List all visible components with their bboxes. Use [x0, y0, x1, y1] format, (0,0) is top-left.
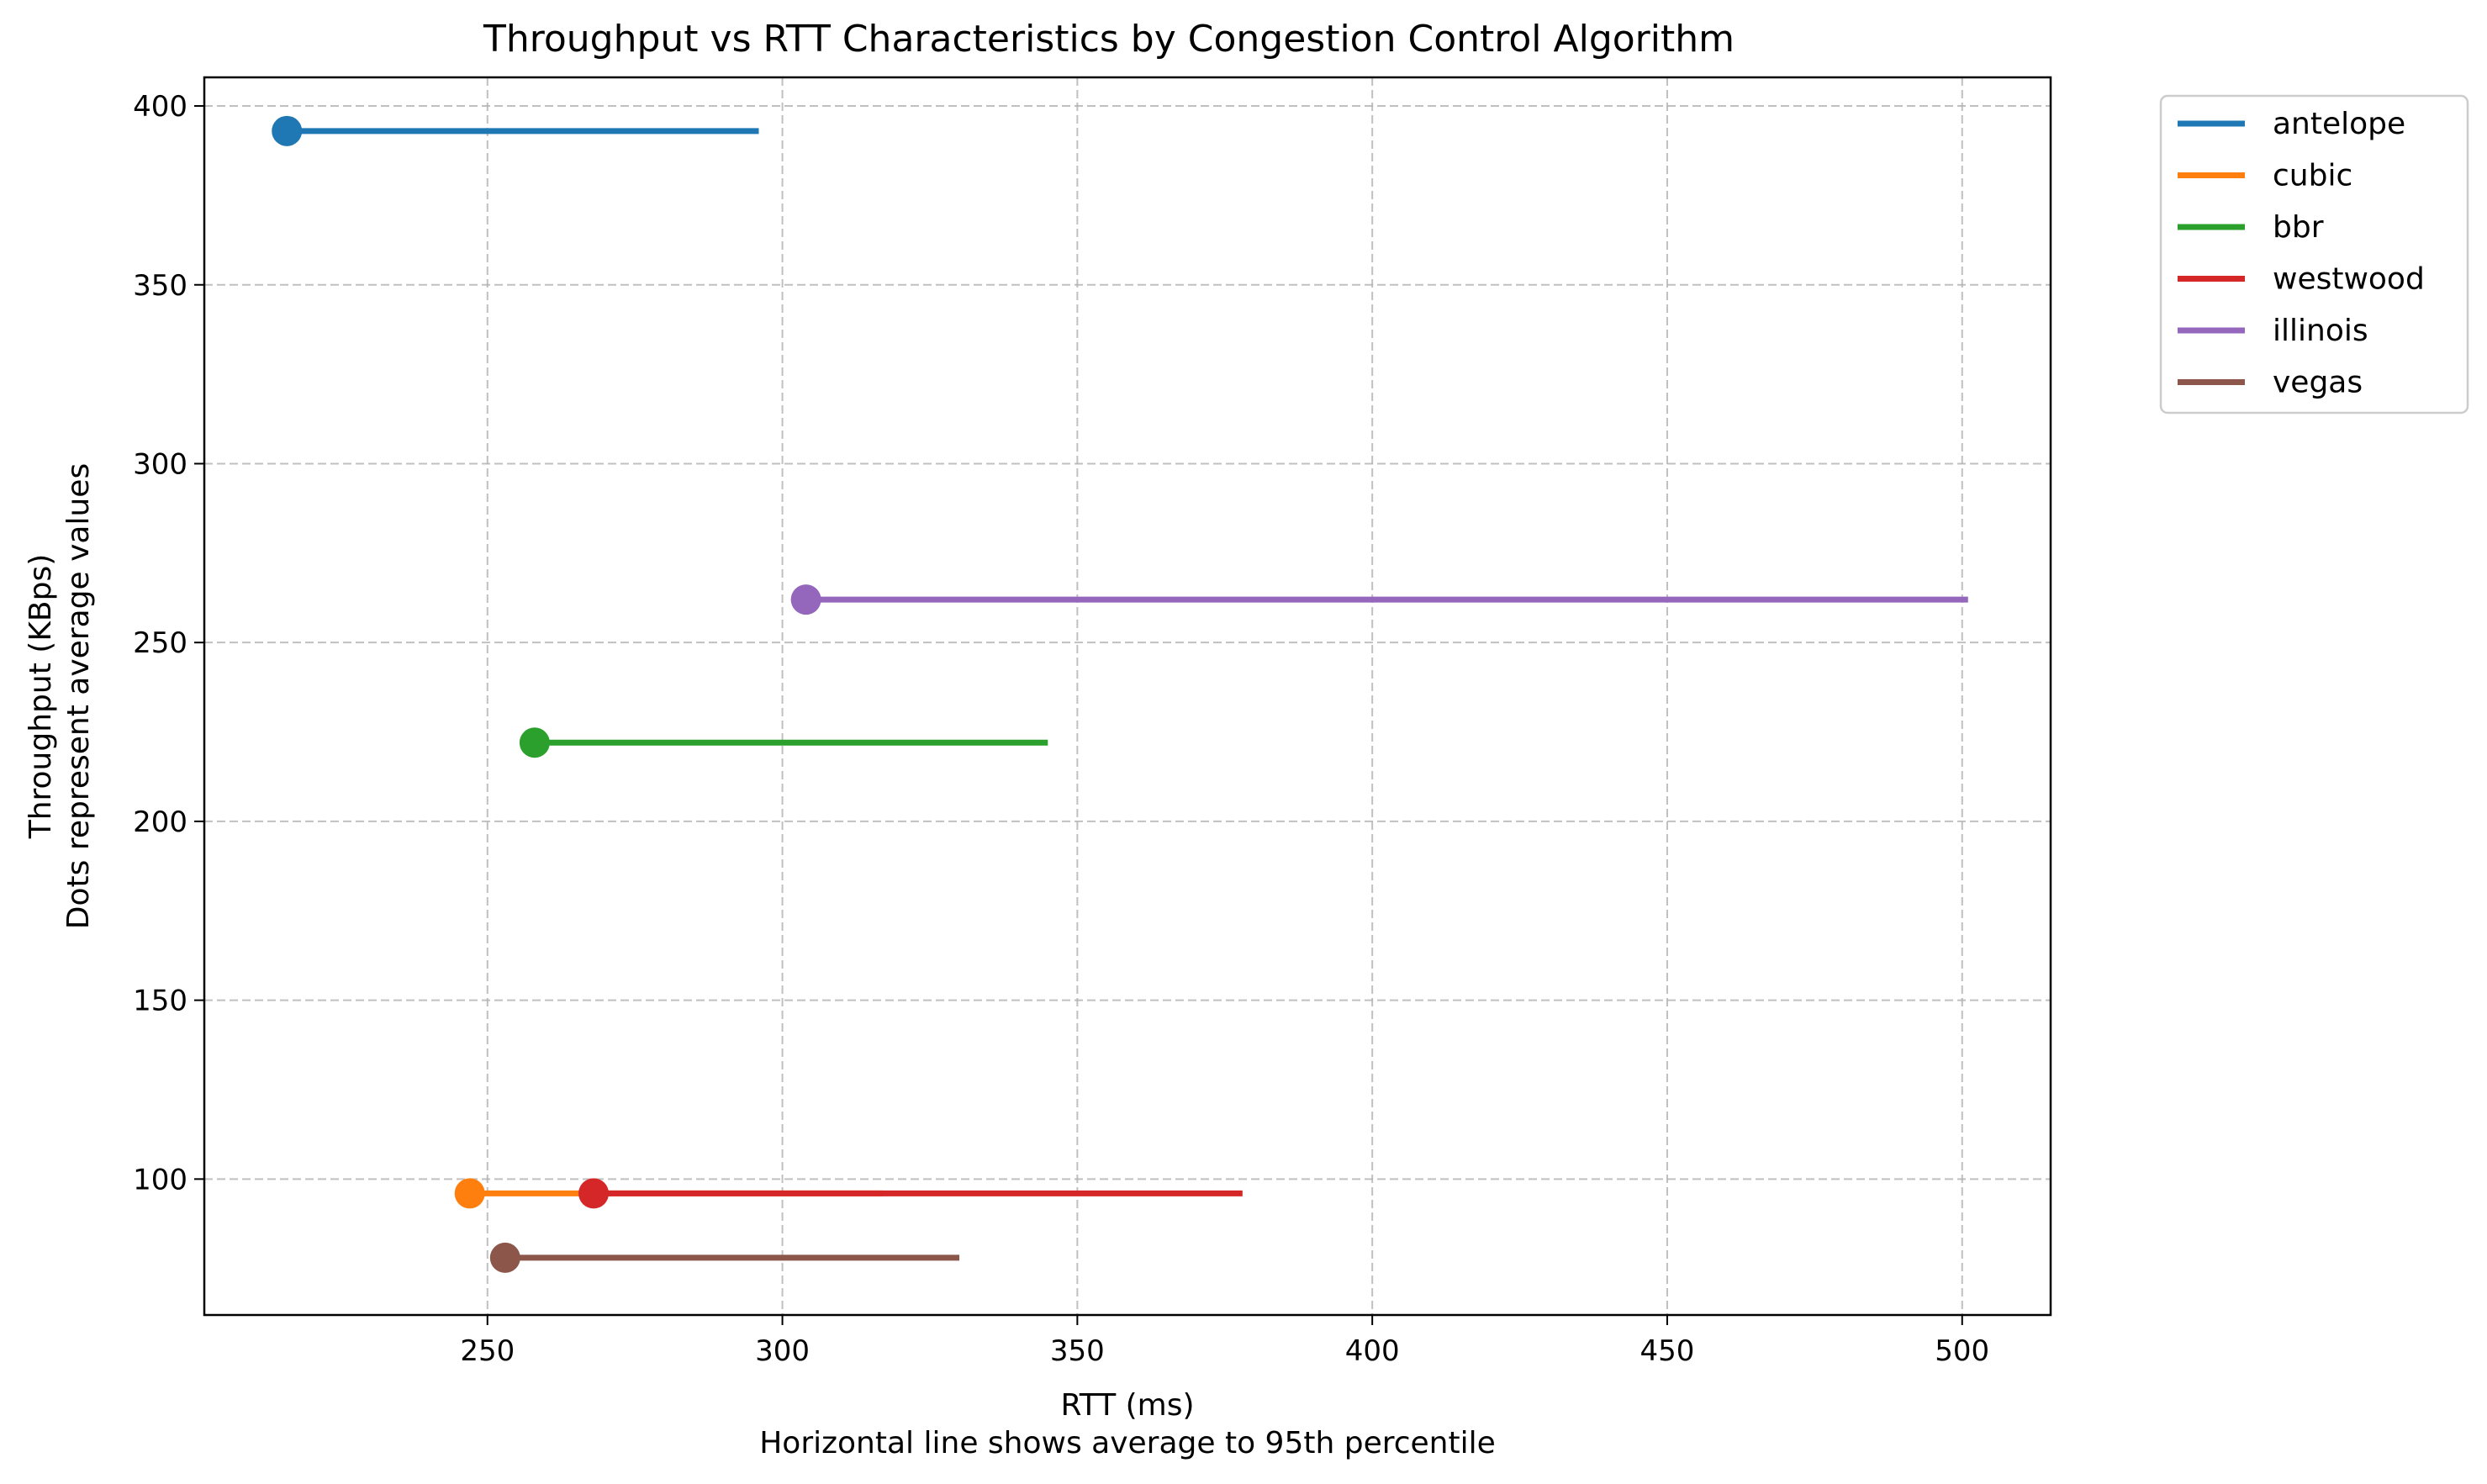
average-point [578, 1178, 610, 1209]
x-axis-note: Horizontal line shows average to 95th pe… [759, 1426, 1496, 1460]
x-tick-label: 450 [1640, 1334, 1695, 1368]
legend: antelope cubic bbr westwood illinois vegas [2159, 94, 2469, 415]
x-axis: 250 300 350 400 450 500 [460, 1315, 1989, 1368]
legend-item-bbr: bbr [2178, 210, 2324, 245]
legend-label: cubic [2273, 159, 2352, 193]
x-tick-label: 500 [1935, 1334, 1989, 1368]
legend-label: westwood [2273, 262, 2425, 297]
x-tick-label: 400 [1345, 1334, 1400, 1368]
series-westwood [578, 1178, 1243, 1209]
y-axis-note: Dots represent average values [61, 463, 96, 929]
series-vegas [489, 1242, 960, 1273]
y-tick-label: 200 [133, 805, 187, 839]
y-tick-label: 350 [133, 269, 187, 303]
average-point [519, 727, 550, 758]
average-point [454, 1178, 485, 1209]
y-tick-label: 100 [133, 1163, 187, 1196]
legend-label: vegas [2273, 366, 2363, 400]
legend-label: bbr [2273, 210, 2324, 245]
legend-label: illinois [2273, 314, 2368, 348]
y-tick-label: 250 [133, 626, 187, 660]
average-point [790, 584, 821, 615]
y-axis: 100 150 200 250 300 350 400 [133, 90, 204, 1196]
y-axis-label: Throughput (KBps) [24, 554, 58, 840]
y-tick-label: 150 [133, 985, 187, 1018]
legend-item-illinois: illinois [2178, 314, 2368, 348]
average-point [489, 1242, 520, 1273]
plot-frame [203, 76, 2052, 1317]
chart-title: Throughput vs RTT Characteristics by Con… [483, 18, 1735, 61]
series-bbr [519, 727, 1048, 758]
average-point [272, 115, 303, 146]
x-tick-label: 250 [460, 1334, 515, 1368]
y-tick-label: 400 [133, 90, 187, 124]
series-illinois [790, 584, 1968, 615]
legend-label: antelope [2273, 107, 2405, 141]
x-tick-label: 350 [1050, 1334, 1105, 1368]
x-axis-label: RTT (ms) [1060, 1388, 1194, 1423]
legend-item-vegas: vegas [2178, 366, 2363, 400]
grid [204, 77, 2051, 1315]
series-layer [272, 115, 1968, 1273]
y-tick-label: 300 [133, 447, 187, 481]
series-antelope [272, 115, 759, 146]
legend-item-cubic: cubic [2178, 159, 2352, 193]
x-tick-label: 300 [755, 1334, 810, 1368]
legend-item-westwood: westwood [2178, 262, 2425, 297]
legend-item-antelope: antelope [2178, 107, 2405, 141]
